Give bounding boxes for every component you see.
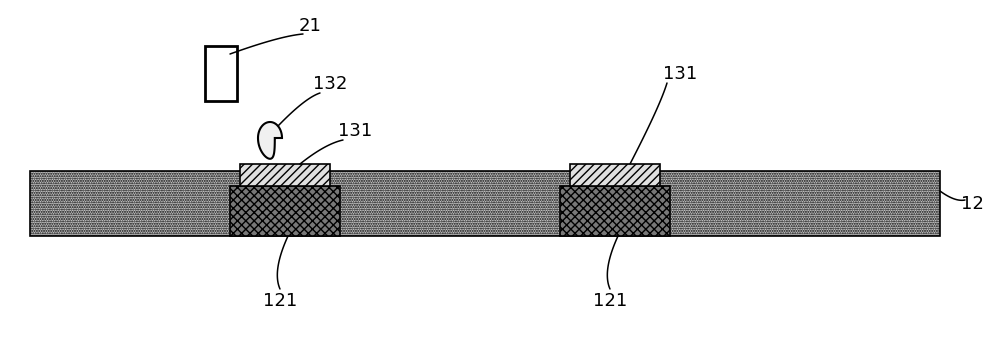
Text: 21: 21 <box>299 17 321 35</box>
Bar <box>240 164 330 186</box>
Bar <box>230 186 340 236</box>
Text: 131: 131 <box>663 65 697 83</box>
Bar <box>560 186 670 236</box>
Bar <box>570 164 660 186</box>
Text: 12: 12 <box>961 195 983 213</box>
Text: 121: 121 <box>593 292 627 310</box>
Bar <box>205 46 237 101</box>
Bar <box>30 171 940 236</box>
Text: 121: 121 <box>263 292 297 310</box>
Polygon shape <box>258 122 282 159</box>
Text: 131: 131 <box>338 122 372 140</box>
Text: 132: 132 <box>313 75 347 93</box>
